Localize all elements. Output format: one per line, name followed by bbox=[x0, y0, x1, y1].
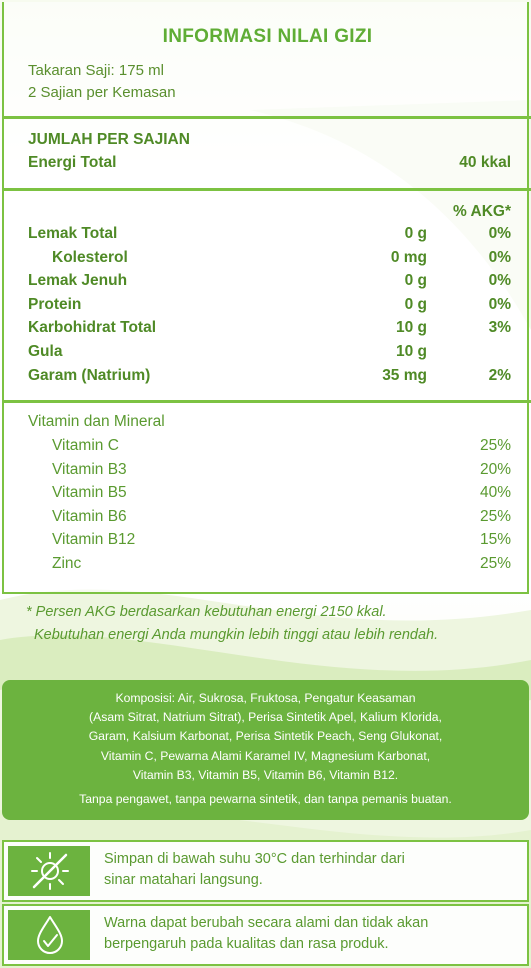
akg-header: % AKG* bbox=[453, 203, 511, 220]
nutrient-row: Gula 10 g bbox=[28, 343, 511, 365]
vitamin-akg: 25% bbox=[479, 507, 511, 525]
nutrient-akg: 3% bbox=[488, 319, 511, 337]
color-drop-icon bbox=[37, 916, 63, 954]
vitamin-akg: 20% bbox=[479, 460, 511, 478]
nutrient-label: Lemak Jenuh bbox=[28, 272, 128, 290]
energy-value: 40 kkal bbox=[459, 154, 511, 171]
nutrient-row: Lemak Total 0 g 0% bbox=[28, 225, 511, 247]
nutrient-row: Lemak Jenuh 0 g 0% bbox=[28, 272, 511, 294]
vitamin-label: Vitamin B3 bbox=[52, 460, 127, 478]
footnote-line-2: Kebutuhan energi Anda mungkin lebih ting… bbox=[34, 627, 439, 643]
nutrient-label: Gula bbox=[28, 343, 63, 360]
vitamins-header: Vitamin dan Mineral bbox=[28, 413, 165, 430]
nutrient-amount: 0 g bbox=[404, 295, 427, 313]
vitamin-akg: 25% bbox=[479, 437, 511, 454]
vitamin-akg: 15% bbox=[479, 531, 511, 549]
storage-info: Simpan di bawah suhu 30°C dan terhindar … bbox=[2, 840, 529, 902]
color-change-info: Warna dapat berubah secara alami dan tid… bbox=[2, 904, 529, 966]
nutrient-row: Karbohidrat Total 10 g 3% bbox=[28, 319, 511, 341]
color-note-line: berpengaruh pada kualitas dan rasa produ… bbox=[104, 936, 389, 952]
storage-line: Simpan di bawah suhu 30°C dan terhindar … bbox=[104, 851, 405, 867]
storage-text: Simpan di bawah suhu 30°C dan terhindar … bbox=[104, 849, 504, 891]
vitamin-label: Vitamin C bbox=[52, 437, 119, 454]
nutrient-row: Garam (Natrium) 35 mg 2% bbox=[28, 367, 511, 389]
nutrient-label: Karbohidrat Total bbox=[28, 319, 157, 337]
vitamin-row: Vitamin B12 15% bbox=[28, 531, 511, 553]
servings-per-pack: 2 Sajian per Kemasan bbox=[28, 84, 176, 101]
vitamins-header-row: Vitamin dan Mineral bbox=[28, 413, 511, 435]
no-sun-icon-box bbox=[8, 846, 90, 896]
nutrient-label: Garam (Natrium) bbox=[28, 366, 151, 384]
composition-line: (Asam Sitrat, Natrium Sitrat), Perisa Si… bbox=[89, 710, 442, 725]
composition-line: Garam, Kalsium Karbonat, Perisa Sintetik… bbox=[88, 729, 443, 744]
vitamin-label: Vitamin B6 bbox=[52, 507, 127, 525]
vitamin-row: Vitamin B6 25% bbox=[28, 508, 511, 530]
vitamin-row: Vitamin B5 40% bbox=[28, 484, 511, 506]
nutrient-label: Protein bbox=[28, 295, 82, 313]
composition-text: Komposisi: Air, Sukrosa, Fruktosa, Penga… bbox=[32, 689, 499, 785]
nutrient-akg: 0% bbox=[488, 295, 511, 313]
nutrient-akg: 0% bbox=[488, 272, 511, 290]
nutrient-amount: 10 g bbox=[395, 319, 427, 337]
no-sun-icon bbox=[31, 852, 69, 890]
nutrient-akg: 0% bbox=[488, 248, 511, 266]
amount-header-row: JUMLAH PER SAJIAN bbox=[28, 131, 511, 153]
nutrient-amount: 35 mg bbox=[382, 366, 427, 384]
divider bbox=[4, 188, 531, 191]
nutrient-row: Kolesterol 0 mg 0% bbox=[28, 249, 511, 271]
nutrient-amount: 0 mg bbox=[390, 248, 427, 266]
energy-label: Energi Total bbox=[28, 154, 117, 171]
nutrient-amount: 10 g bbox=[395, 343, 427, 360]
nutrient-amount: 0 g bbox=[404, 272, 427, 290]
divider bbox=[4, 400, 531, 403]
nutrient-akg: 0% bbox=[488, 225, 511, 242]
composition-line: Vitamin B3, Vitamin B5, Vitamin B6, Vita… bbox=[132, 767, 399, 782]
composition-line: Vitamin C, Pewarna Alami Karamel IV, Mag… bbox=[100, 748, 431, 763]
color-note-line: Warna dapat berubah secara alami dan tid… bbox=[104, 915, 429, 931]
vitamin-label: Vitamin B12 bbox=[52, 531, 136, 549]
divider bbox=[4, 116, 531, 119]
nutrient-amount: 0 g bbox=[404, 225, 427, 242]
nutrient-row: Protein 0 g 0% bbox=[28, 296, 511, 318]
nutrient-label: Lemak Total bbox=[28, 225, 118, 242]
akg-header-row: % AKG* bbox=[28, 203, 511, 225]
energy-row: Energi Total 40 kkal bbox=[28, 154, 511, 176]
amount-header: JUMLAH PER SAJIAN bbox=[28, 131, 190, 148]
color-note-text: Warna dapat berubah secara alami dan tid… bbox=[104, 913, 504, 955]
nutrition-facts-panel: INFORMASI NILAI GIZI Takaran Saji: 175 m… bbox=[2, 2, 531, 594]
vitamin-label: Zinc bbox=[52, 555, 82, 572]
composition-box: Komposisi: Air, Sukrosa, Fruktosa, Penga… bbox=[2, 680, 529, 820]
vitamin-label: Vitamin B5 bbox=[52, 484, 127, 502]
serving-size: Takaran Saji: 175 ml bbox=[28, 62, 164, 79]
vitamin-row: Vitamin B3 20% bbox=[28, 461, 511, 483]
storage-line: sinar matahari langsung. bbox=[104, 872, 263, 888]
nutrient-akg: 2% bbox=[488, 366, 511, 384]
composition-line: Komposisi: Air, Sukrosa, Fruktosa, Penga… bbox=[115, 691, 416, 705]
footnote-line-1: * Persen AKG berdasarkan kebutuhan energ… bbox=[26, 604, 387, 620]
nutrient-label: Kolesterol bbox=[52, 248, 128, 266]
composition-note: Tanpa pengawet, tanpa pewarna sintetik, … bbox=[79, 792, 452, 806]
color-drop-icon-box bbox=[8, 910, 90, 960]
vitamin-akg: 40% bbox=[479, 484, 511, 502]
vitamin-akg: 25% bbox=[479, 555, 511, 572]
vitamin-row: Vitamin C 25% bbox=[28, 437, 511, 459]
label-title: INFORMASI NILAI GIZI bbox=[162, 26, 373, 47]
vitamin-row: Zinc 25% bbox=[28, 555, 511, 577]
